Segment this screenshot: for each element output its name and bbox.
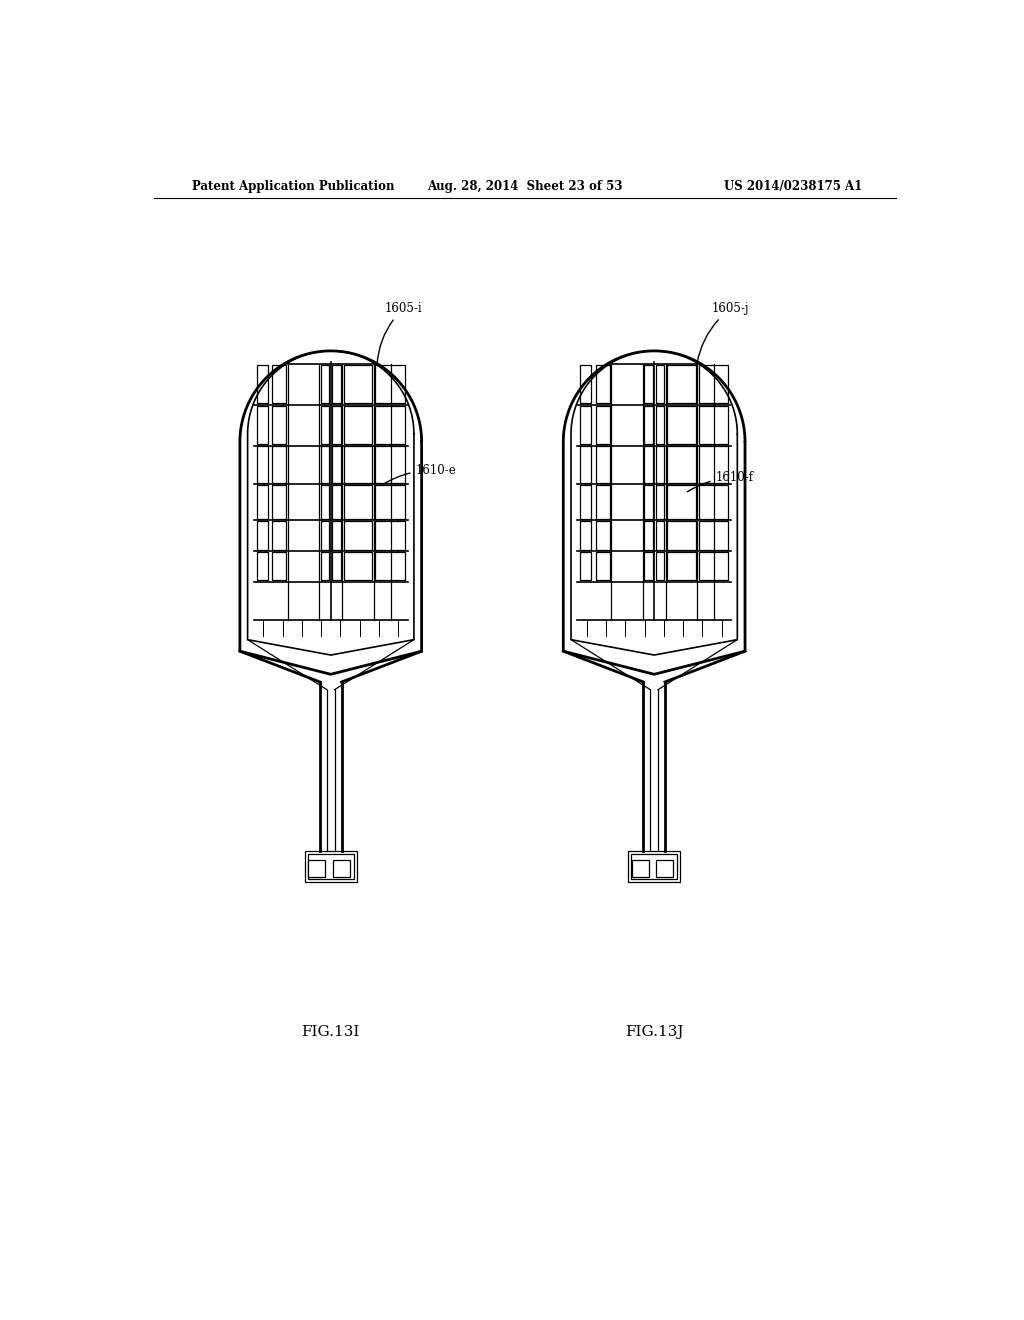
Bar [668,521,695,549]
Bar [257,446,267,483]
Bar [344,405,373,444]
Bar [596,521,609,549]
Bar [655,484,665,519]
Bar [272,364,286,404]
Bar [656,859,674,876]
Bar [581,364,591,404]
Bar [668,364,695,404]
Bar [698,552,728,581]
Bar [581,552,591,581]
Bar [655,405,665,444]
Bar [257,552,267,581]
Bar [321,484,330,519]
Bar [333,484,341,519]
Bar [655,446,665,483]
Bar [304,851,357,882]
Text: 1610-f: 1610-f [687,471,754,492]
Bar [596,552,609,581]
Bar [333,521,341,549]
Bar [376,405,404,444]
Bar [376,484,404,519]
Bar [655,364,665,404]
Bar [321,364,330,404]
Bar [644,446,652,483]
Bar [698,364,728,404]
Bar [272,405,286,444]
Bar [644,405,652,444]
Bar [333,552,341,581]
Bar [333,859,350,876]
Bar [632,859,649,876]
Bar [257,405,267,444]
Bar [272,484,286,519]
Bar [344,552,373,581]
Bar [698,484,728,519]
Text: 1605-i: 1605-i [377,302,422,363]
Bar [668,446,695,483]
Bar [321,446,330,483]
Bar [596,484,609,519]
Bar [655,521,665,549]
Bar [596,446,609,483]
Bar [257,484,267,519]
Text: US 2014/0238175 A1: US 2014/0238175 A1 [724,181,862,194]
Bar [308,859,326,876]
Bar [257,364,267,404]
Bar [272,552,286,581]
Bar [644,484,652,519]
Bar [668,405,695,444]
Text: FIG.13J: FIG.13J [625,1026,683,1039]
Bar [321,405,330,444]
Bar [333,446,341,483]
Bar [644,521,652,549]
Bar [344,521,373,549]
Bar [333,364,341,404]
Bar [581,521,591,549]
Text: FIG.13I: FIG.13I [302,1026,360,1039]
Bar [321,521,330,549]
Text: Patent Application Publication: Patent Application Publication [193,181,394,194]
Bar [596,405,609,444]
Bar [257,521,267,549]
Bar [307,854,354,879]
Bar [344,446,373,483]
Bar [581,484,591,519]
Bar [344,364,373,404]
Bar [272,446,286,483]
Bar [698,521,728,549]
Bar [581,405,591,444]
Bar [581,446,591,483]
Text: 1605-j: 1605-j [697,302,750,363]
Bar [668,484,695,519]
Bar [698,405,728,444]
Text: 1610-e: 1610-e [383,463,457,484]
Bar [698,446,728,483]
Bar [655,552,665,581]
Bar [333,405,341,444]
Bar [668,552,695,581]
Bar [272,521,286,549]
Bar [376,446,404,483]
Bar [631,854,677,879]
Bar [644,364,652,404]
Bar [376,521,404,549]
Bar [344,484,373,519]
Bar [376,364,404,404]
Bar [376,552,404,581]
Bar [596,364,609,404]
Bar [628,851,680,882]
Bar [644,552,652,581]
Text: Aug. 28, 2014  Sheet 23 of 53: Aug. 28, 2014 Sheet 23 of 53 [427,181,623,194]
Bar [321,552,330,581]
